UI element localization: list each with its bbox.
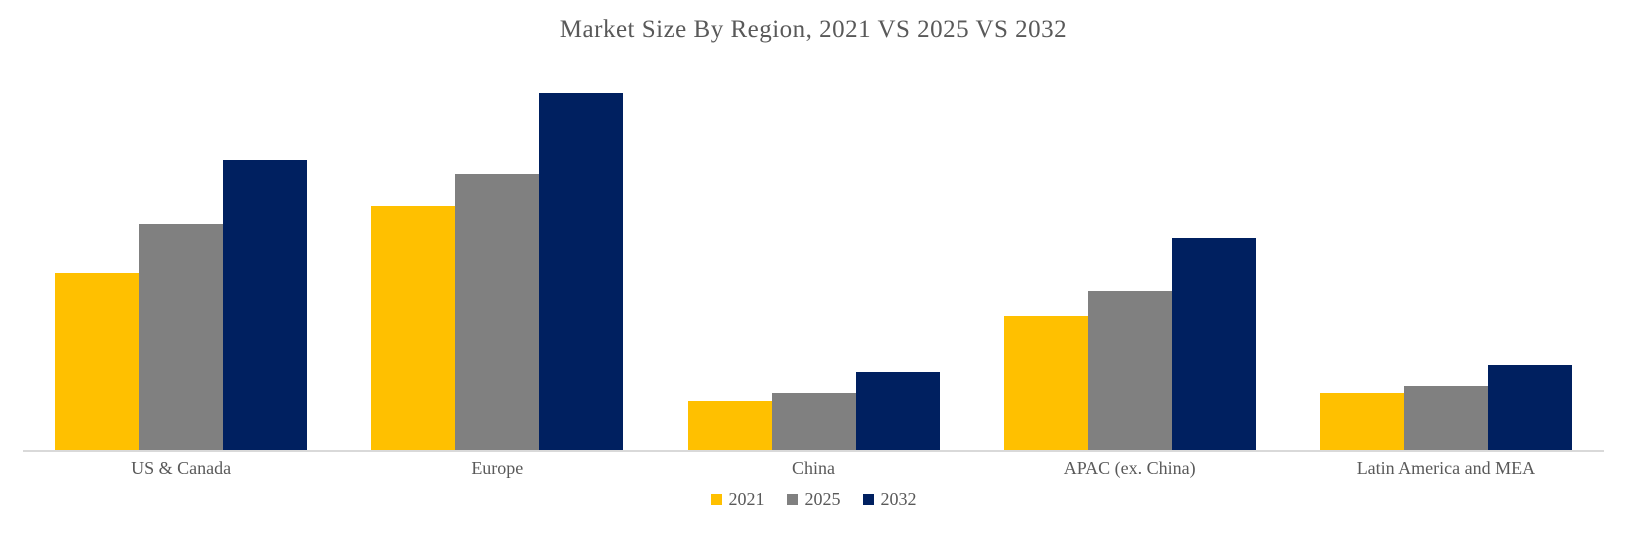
bar-group-us-canada <box>23 61 339 450</box>
plot-area <box>23 61 1604 450</box>
bar-2021-europe <box>371 206 456 450</box>
legend-item-2025: 2025 <box>786 489 841 510</box>
bar-2025-us-canada <box>139 223 224 450</box>
bar-group-apac-ex-china <box>972 61 1288 450</box>
legend-item-2021: 2021 <box>710 489 765 510</box>
bar-2025-china <box>771 393 856 450</box>
bar-group-latin-america-and-mea <box>1288 61 1604 450</box>
x-axis-label-us-canada: US & Canada <box>131 458 232 478</box>
legend-swatch-2021 <box>710 494 722 505</box>
x-axis-label-china: China <box>792 458 835 478</box>
bar-2021-apac-ex-china <box>1003 315 1088 450</box>
legend-label-2025: 2025 <box>804 489 841 509</box>
bar-2025-latin-america-and-mea <box>1403 386 1488 450</box>
bar-2032-china <box>855 372 940 450</box>
bar-2025-europe <box>455 174 540 450</box>
bar-2021-us-canada <box>55 273 140 450</box>
bar-2032-apac-ex-china <box>1171 237 1256 450</box>
legend-label-2032: 2032 <box>880 489 917 509</box>
legend-swatch-2032 <box>862 494 874 505</box>
bar-2021-china <box>687 400 772 450</box>
legend: 2021 2025 2032 <box>0 489 1627 510</box>
x-axis-label-apac-ex-china: APAC (ex. China) <box>1063 458 1196 478</box>
x-axis-label-latin-america-and-mea: Latin America and MEA <box>1356 458 1536 478</box>
legend-swatch-2025 <box>786 494 798 505</box>
legend-label-2021: 2021 <box>728 489 765 509</box>
legend-item-2032: 2032 <box>862 489 917 510</box>
chart-title: Market Size By Region, 2021 VS 2025 VS 2… <box>559 16 1068 43</box>
x-axis-labels: US & Canada Europe China APAC (ex. China) La… <box>23 458 1604 479</box>
bar-2032-latin-america-and-mea <box>1487 365 1572 450</box>
bar-2021-latin-america-and-mea <box>1319 393 1404 450</box>
x-axis-line <box>23 450 1604 452</box>
x-axis-label-europe: Europe <box>471 458 524 478</box>
bar-group-china <box>655 61 971 450</box>
bar-2032-us-canada <box>223 160 308 450</box>
bar-2032-europe <box>539 92 624 450</box>
bar-group-europe <box>339 61 655 450</box>
bar-2025-apac-ex-china <box>1087 290 1172 450</box>
